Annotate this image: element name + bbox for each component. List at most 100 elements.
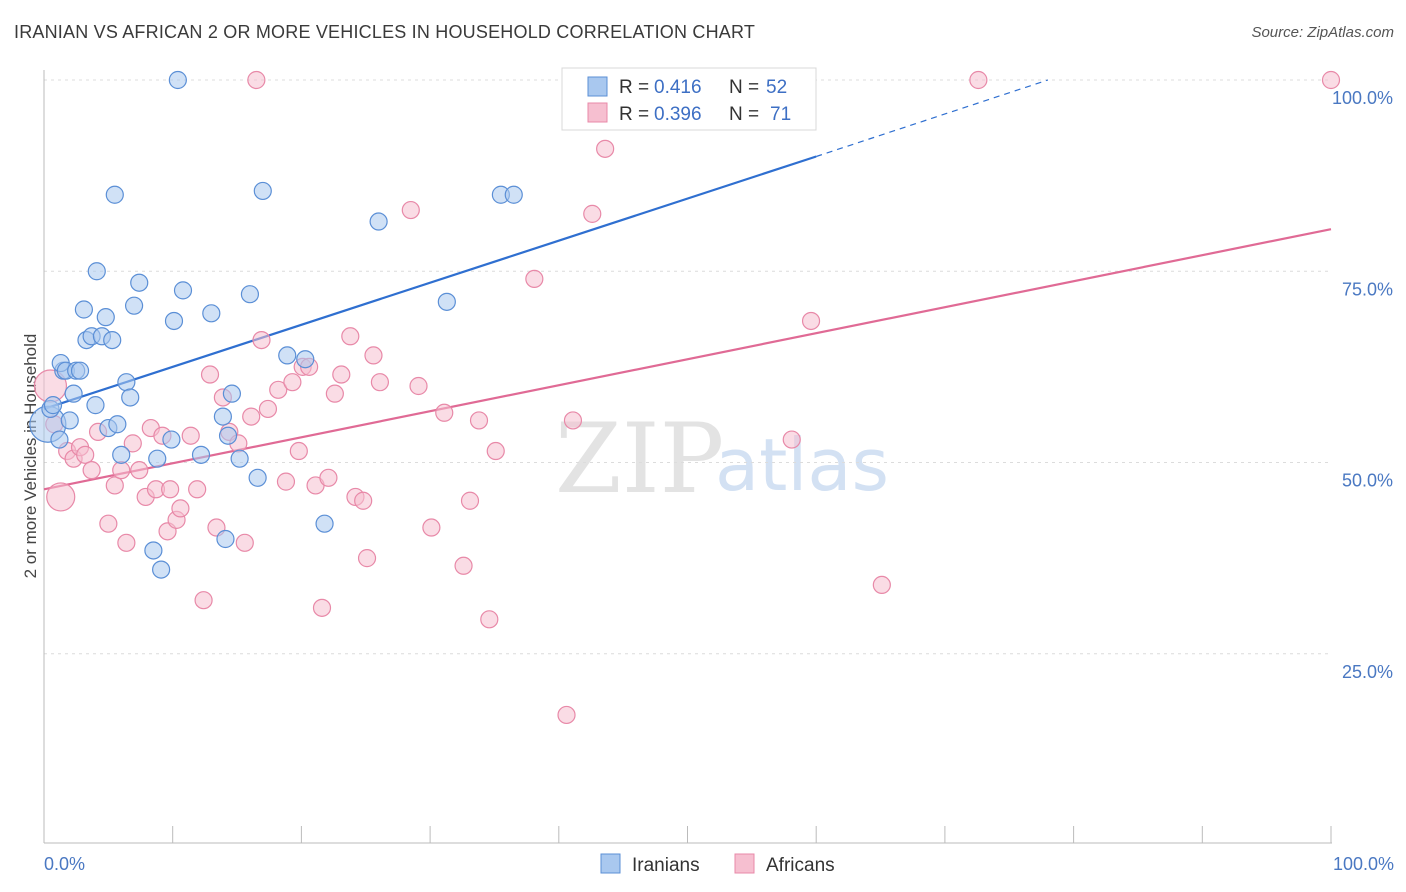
iranians-point	[173, 281, 193, 300]
africans-point	[364, 346, 383, 365]
iranians-point	[96, 308, 115, 327]
africans-point	[454, 556, 473, 575]
legend-n-value-africans: 71	[770, 104, 791, 125]
trend-lines	[43, 79, 1332, 491]
africans-point	[460, 491, 480, 510]
bottom-legend-label-africans: Africans	[766, 855, 835, 876]
africans-point	[319, 468, 338, 487]
africans-point	[123, 434, 142, 453]
africans-point	[354, 491, 373, 510]
africans-point	[289, 441, 308, 461]
africans-point	[370, 373, 390, 392]
africans-point	[557, 705, 576, 725]
iranians-point	[164, 311, 184, 331]
source-credit: Source: ZipAtlas.com	[1251, 24, 1394, 41]
iranians-point	[296, 350, 315, 369]
africans-point	[469, 411, 489, 430]
africans-point	[596, 139, 615, 158]
africans-point	[258, 399, 278, 419]
iranians-point	[162, 430, 181, 449]
iranians-point	[117, 373, 136, 392]
africans-point	[525, 269, 544, 288]
africans-point	[188, 480, 207, 499]
africans-point	[276, 472, 296, 491]
iranians-point	[70, 361, 90, 380]
iranians-point	[121, 388, 140, 407]
africans-point	[130, 461, 149, 480]
africans-point	[1321, 70, 1341, 90]
africans-points	[33, 70, 1341, 725]
legend-r-value-africans: 0.396	[654, 104, 702, 125]
africans-point	[161, 480, 180, 499]
iranians-point	[222, 384, 242, 403]
watermark-atlas: atlas	[715, 423, 889, 507]
y-tick-label-50: 50.0%	[1342, 471, 1393, 491]
x-tick-label-max: 100.0%	[1333, 854, 1394, 874]
iranians-points	[29, 70, 729, 579]
iranians-point	[105, 185, 124, 204]
y-tick-label-100: 100.0%	[1332, 88, 1393, 108]
bottom-legend-swatch-africans	[734, 853, 755, 874]
africans-point	[563, 411, 583, 430]
iranians-point	[168, 70, 187, 90]
africans-point	[242, 407, 261, 426]
africans-point	[252, 331, 271, 350]
iranians-point	[64, 384, 83, 403]
africans-point	[247, 70, 266, 90]
iranians-point	[86, 396, 105, 415]
africans-point	[401, 200, 420, 220]
legend-n-label-africans: N =	[729, 104, 759, 125]
legend-r-label-africans: R =	[619, 104, 649, 125]
africans-point	[171, 499, 190, 518]
iranians-point	[60, 411, 79, 430]
y-tick-labels: 25.0% 50.0% 75.0% 100.0%	[1332, 88, 1393, 682]
iranians-point	[144, 541, 163, 560]
series-legend: Iranians Africans	[600, 853, 835, 876]
iranians-point	[130, 273, 149, 292]
africans-point	[82, 461, 101, 480]
chart-title: IRANIAN VS AFRICAN 2 OR MORE VEHICLES IN…	[14, 22, 756, 42]
iranians-point	[152, 560, 171, 579]
iranians-point	[87, 262, 106, 281]
iranians-point	[315, 514, 334, 533]
trend-line-iranians	[43, 155, 817, 410]
africans-point	[969, 70, 988, 90]
iranians-point	[191, 445, 211, 464]
iranians-point	[218, 426, 238, 445]
africans-point	[112, 461, 131, 480]
iranians-point	[74, 300, 93, 319]
africans-point	[583, 204, 602, 223]
iranians-point	[43, 396, 63, 415]
africans-point	[283, 373, 302, 392]
africans-point	[341, 327, 360, 346]
africans-point	[872, 575, 891, 595]
africans-point	[76, 445, 95, 464]
iranians-point	[103, 331, 122, 350]
iranians-point	[124, 296, 144, 315]
iranians-point	[278, 346, 297, 365]
bottom-legend-swatch-iranians	[600, 853, 621, 874]
africans-point	[235, 533, 254, 552]
iranians-point	[248, 468, 267, 487]
africans-point	[409, 376, 428, 396]
africans-point	[357, 549, 377, 568]
africans-point	[181, 426, 200, 445]
iranians-point	[369, 212, 388, 231]
legend-n-label-iranians: N =	[729, 77, 759, 98]
africans-point	[46, 482, 76, 512]
x-tick-marks	[43, 826, 1332, 843]
africans-point	[200, 365, 220, 384]
grid-lines	[44, 79, 1331, 655]
africans-point	[312, 598, 332, 617]
iranians-point	[202, 304, 221, 323]
legend-swatch-iranians	[587, 76, 608, 97]
stats-legend: R = 0.416 N = 52 R = 0.396 N = 71	[561, 67, 817, 131]
trend-line-africans	[43, 228, 1332, 491]
iranians-point	[50, 430, 69, 449]
watermark-zip: ZIP	[555, 403, 724, 515]
africans-point	[480, 610, 499, 629]
iranians-point	[230, 449, 249, 468]
iranians-point	[240, 285, 260, 304]
africans-point	[105, 476, 124, 495]
